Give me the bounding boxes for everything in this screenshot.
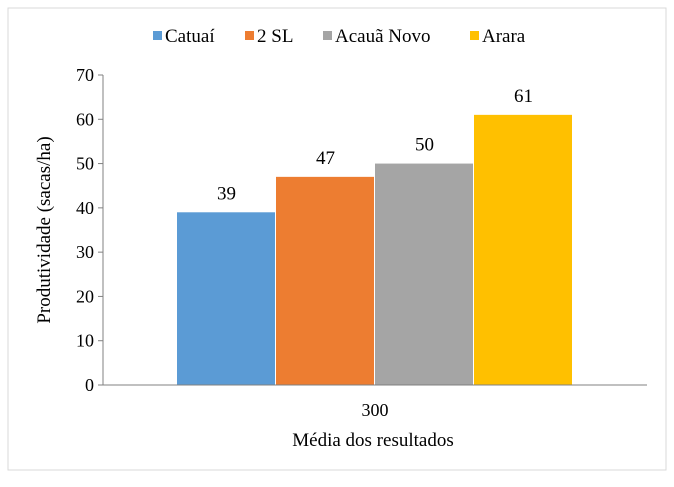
y-axis-title: Produtividade (sacas/ha) xyxy=(34,136,55,323)
y-tick-label: 10 xyxy=(76,331,94,351)
x-axis-title: Média dos resultados xyxy=(292,430,453,451)
bar-arara xyxy=(474,114,572,385)
bar-acaua-novo xyxy=(375,163,473,385)
legend-label-catuai: Catuaí xyxy=(165,26,215,47)
legend-swatch-arara xyxy=(470,31,479,40)
data-label-2-sl: 47 xyxy=(316,148,335,169)
data-label-acaua-novo: 50 xyxy=(415,135,434,156)
data-label-arara: 61 xyxy=(514,86,533,107)
y-tick-label: 20 xyxy=(76,286,94,306)
y-tick-label: 60 xyxy=(76,109,94,129)
legend-swatch-2-sl xyxy=(245,31,254,40)
y-axis: 0 10 20 30 40 50 60 70 xyxy=(76,65,104,395)
bar-2-sl xyxy=(276,176,374,385)
x-tick-label: 300 xyxy=(362,400,389,420)
y-tick-label: 0 xyxy=(85,375,94,395)
legend-swatch-catuai xyxy=(153,31,162,40)
x-axis: 300 xyxy=(103,384,647,420)
legend-label-arara: Arara xyxy=(482,26,526,47)
data-label-catuai: 39 xyxy=(217,183,236,204)
legend-label-2-sl: 2 SL xyxy=(257,26,293,47)
bar-catuai xyxy=(177,212,275,385)
y-tick-label: 70 xyxy=(76,65,94,85)
y-tick-label: 50 xyxy=(76,154,94,174)
y-tick-label: 40 xyxy=(76,198,94,218)
legend-label-acaua-novo: Acauã Novo xyxy=(335,26,431,47)
legend: Catuaí 2 SL Acauã Novo Arara xyxy=(153,26,526,47)
bars: 39 47 50 61 xyxy=(177,86,572,385)
y-tick-label: 30 xyxy=(76,242,94,262)
legend-swatch-acaua-novo xyxy=(323,31,332,40)
